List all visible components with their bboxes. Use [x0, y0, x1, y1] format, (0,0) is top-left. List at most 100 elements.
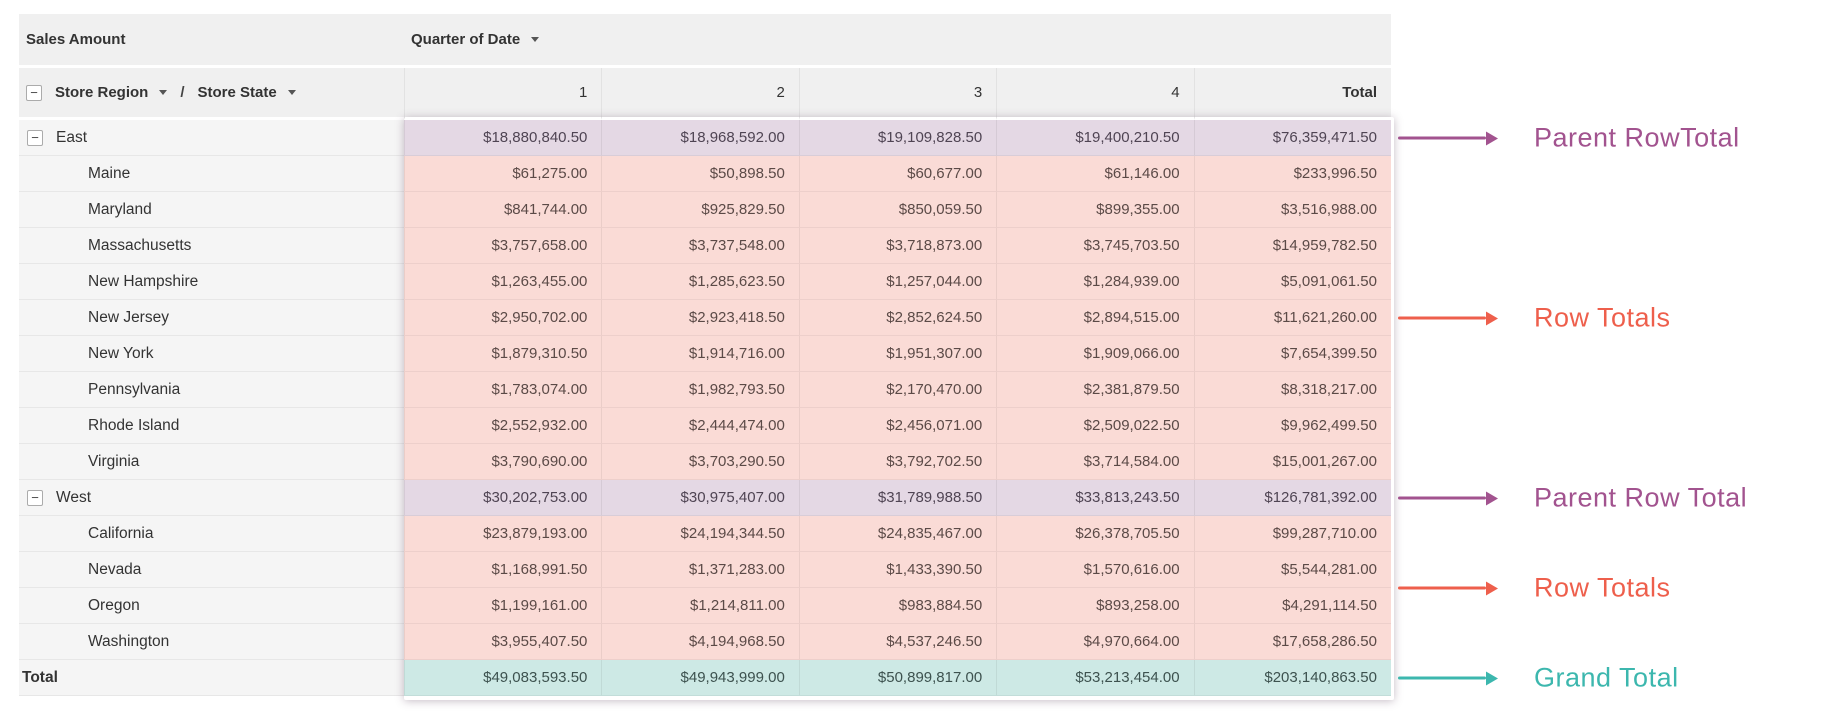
- row-label-cell[interactable]: Maine: [19, 156, 404, 192]
- chevron-down-icon[interactable]: [287, 90, 296, 95]
- value-cell[interactable]: $24,194,344.50: [601, 516, 799, 552]
- value-cell[interactable]: $3,955,407.50: [404, 624, 602, 660]
- value-cell[interactable]: $3,790,690.00: [404, 444, 602, 480]
- row-label-cell[interactable]: Maryland: [19, 192, 404, 228]
- row-label-cell[interactable]: Rhode Island: [19, 408, 404, 444]
- value-cell[interactable]: $19,109,828.50: [798, 120, 997, 156]
- value-cell[interactable]: $3,745,703.50: [996, 228, 1194, 264]
- value-cell[interactable]: $203,140,863.50: [1193, 660, 1391, 696]
- row-label-cell[interactable]: Virginia: [19, 444, 404, 480]
- value-cell[interactable]: $1,570,616.00: [996, 552, 1194, 588]
- row-label-cell[interactable]: − West: [19, 480, 404, 516]
- value-cell[interactable]: $53,213,454.00: [996, 660, 1194, 696]
- value-cell[interactable]: $2,509,022.50: [996, 408, 1194, 444]
- value-cell[interactable]: $233,996.50: [1193, 156, 1391, 192]
- value-cell[interactable]: $1,783,074.00: [404, 372, 602, 408]
- value-cell[interactable]: $50,898.50: [601, 156, 799, 192]
- value-cell[interactable]: $30,975,407.00: [601, 480, 799, 516]
- value-cell[interactable]: $61,146.00: [996, 156, 1194, 192]
- value-cell[interactable]: $61,275.00: [404, 156, 602, 192]
- row-label-cell[interactable]: Massachusetts: [19, 228, 404, 264]
- row-label-cell[interactable]: Pennsylvania: [19, 372, 404, 408]
- collapse-all-button[interactable]: −: [26, 84, 42, 101]
- value-cell[interactable]: $3,737,548.00: [601, 228, 799, 264]
- value-cell[interactable]: $841,744.00: [404, 192, 602, 228]
- value-cell[interactable]: $2,923,418.50: [601, 300, 799, 336]
- value-cell[interactable]: $1,951,307.00: [798, 336, 997, 372]
- value-cell[interactable]: $30,202,753.00: [404, 480, 602, 516]
- value-cell[interactable]: $3,718,873.00: [798, 228, 997, 264]
- column-field-header-cell[interactable]: Quarter of Date: [404, 14, 1391, 68]
- value-cell[interactable]: $17,658,286.50: [1193, 624, 1391, 660]
- collapse-row-button[interactable]: −: [27, 489, 43, 506]
- chevron-down-icon[interactable]: [531, 37, 540, 42]
- value-cell[interactable]: $2,456,071.00: [798, 408, 997, 444]
- value-cell[interactable]: $5,091,061.50: [1193, 264, 1391, 300]
- value-cell[interactable]: $1,433,390.50: [798, 552, 997, 588]
- value-cell[interactable]: $24,835,467.00: [798, 516, 997, 552]
- column-header-2[interactable]: 2: [601, 68, 799, 120]
- row-label-cell[interactable]: Oregon: [19, 588, 404, 624]
- value-cell[interactable]: $99,287,710.00: [1193, 516, 1391, 552]
- column-header-total[interactable]: Total: [1193, 68, 1391, 120]
- value-cell[interactable]: $18,880,840.50: [404, 120, 602, 156]
- value-cell[interactable]: $50,899,817.00: [798, 660, 997, 696]
- value-cell[interactable]: $1,214,811.00: [601, 588, 799, 624]
- value-cell[interactable]: $11,621,260.00: [1193, 300, 1391, 336]
- value-cell[interactable]: $8,318,217.00: [1193, 372, 1391, 408]
- value-cell[interactable]: $1,168,991.50: [404, 552, 602, 588]
- value-cell[interactable]: $9,962,499.50: [1193, 408, 1391, 444]
- value-cell[interactable]: $983,884.50: [798, 588, 997, 624]
- value-cell[interactable]: $5,544,281.00: [1193, 552, 1391, 588]
- row-label-cell[interactable]: New York: [19, 336, 404, 372]
- value-cell[interactable]: $23,879,193.00: [404, 516, 602, 552]
- value-cell[interactable]: $49,083,593.50: [404, 660, 602, 696]
- value-cell[interactable]: $1,914,716.00: [601, 336, 799, 372]
- row-label-cell[interactable]: Total: [19, 660, 404, 696]
- value-cell[interactable]: $4,291,114.50: [1193, 588, 1391, 624]
- collapse-row-button[interactable]: −: [27, 129, 43, 146]
- value-cell[interactable]: $14,959,782.50: [1193, 228, 1391, 264]
- value-cell[interactable]: $3,714,584.00: [996, 444, 1194, 480]
- value-cell[interactable]: $33,813,243.50: [996, 480, 1194, 516]
- value-cell[interactable]: $31,789,988.50: [798, 480, 997, 516]
- value-cell[interactable]: $925,829.50: [601, 192, 799, 228]
- value-cell[interactable]: $7,654,399.50: [1193, 336, 1391, 372]
- value-cell[interactable]: $2,950,702.00: [404, 300, 602, 336]
- value-cell[interactable]: $26,378,705.50: [996, 516, 1194, 552]
- row-label-cell[interactable]: New Hampshire: [19, 264, 404, 300]
- value-cell[interactable]: $850,059.50: [798, 192, 997, 228]
- value-cell[interactable]: $1,909,066.00: [996, 336, 1194, 372]
- row-label-cell[interactable]: Nevada: [19, 552, 404, 588]
- value-cell[interactable]: $18,968,592.00: [601, 120, 799, 156]
- value-cell[interactable]: $1,982,793.50: [601, 372, 799, 408]
- row-label-cell[interactable]: New Jersey: [19, 300, 404, 336]
- value-cell[interactable]: $1,879,310.50: [404, 336, 602, 372]
- value-cell[interactable]: $3,516,988.00: [1193, 192, 1391, 228]
- chevron-down-icon[interactable]: [159, 90, 168, 95]
- value-cell[interactable]: $1,257,044.00: [798, 264, 997, 300]
- value-cell[interactable]: $2,552,932.00: [404, 408, 602, 444]
- value-cell[interactable]: $893,258.00: [996, 588, 1194, 624]
- value-cell[interactable]: $4,970,664.00: [996, 624, 1194, 660]
- value-cell[interactable]: $2,852,624.50: [798, 300, 997, 336]
- row-label-cell[interactable]: California: [19, 516, 404, 552]
- column-header-3[interactable]: 3: [798, 68, 997, 120]
- value-cell[interactable]: $1,285,623.50: [601, 264, 799, 300]
- value-cell[interactable]: $126,781,392.00: [1193, 480, 1391, 516]
- value-cell[interactable]: $3,792,702.50: [798, 444, 997, 480]
- value-cell[interactable]: $1,199,161.00: [404, 588, 602, 624]
- value-cell[interactable]: $2,894,515.00: [996, 300, 1194, 336]
- value-cell[interactable]: $4,194,968.50: [601, 624, 799, 660]
- value-cell[interactable]: $2,170,470.00: [798, 372, 997, 408]
- row-label-cell[interactable]: − East: [19, 120, 404, 156]
- measure-header-cell[interactable]: Sales Amount: [19, 14, 404, 68]
- value-cell[interactable]: $60,677.00: [798, 156, 997, 192]
- row-field-state-label[interactable]: Store State: [197, 84, 277, 101]
- column-header-4[interactable]: 4: [996, 68, 1194, 120]
- value-cell[interactable]: $1,284,939.00: [996, 264, 1194, 300]
- value-cell[interactable]: $1,263,455.00: [404, 264, 602, 300]
- row-field-region-label[interactable]: Store Region: [55, 84, 149, 101]
- value-cell[interactable]: $15,001,267.00: [1193, 444, 1391, 480]
- value-cell[interactable]: $4,537,246.50: [798, 624, 997, 660]
